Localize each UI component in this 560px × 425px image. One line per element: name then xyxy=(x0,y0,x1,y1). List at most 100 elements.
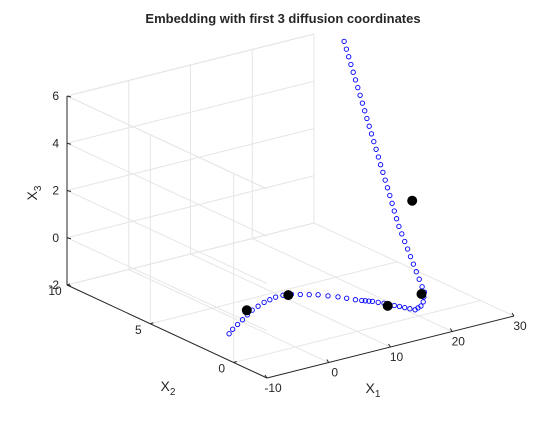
floor-grid-x xyxy=(313,222,515,317)
data-point xyxy=(355,84,361,91)
leftwall-grid-z xyxy=(66,142,268,237)
marker-layer xyxy=(226,38,428,337)
chart-title: Embedding with first 3 diffusion coordin… xyxy=(145,11,420,26)
highlight-point xyxy=(416,289,427,299)
data-point xyxy=(391,208,397,214)
backwall-grid-z xyxy=(66,222,315,286)
data-point xyxy=(357,92,363,98)
y-axis-line xyxy=(66,284,268,379)
y-tick-label: 0 xyxy=(218,362,225,376)
z-tick-label: 4 xyxy=(52,136,59,150)
data-point xyxy=(407,306,413,312)
z-tick-mark xyxy=(66,95,72,98)
data-point xyxy=(402,304,408,311)
y-axis-label: X2 xyxy=(161,378,176,398)
data-point xyxy=(359,297,365,304)
data-point xyxy=(399,231,405,237)
x-tick-mark xyxy=(388,343,391,348)
data-point xyxy=(368,131,375,137)
box-edge xyxy=(66,95,268,190)
data-point xyxy=(371,138,377,145)
data-point xyxy=(230,326,236,332)
y-tick-mark xyxy=(233,361,237,363)
z-axis-label: X3 xyxy=(24,185,44,200)
data-point xyxy=(255,303,261,309)
box-edge xyxy=(66,33,315,97)
data-point xyxy=(297,291,303,298)
backwall-grid-z xyxy=(66,175,315,239)
floor-grid-y xyxy=(233,300,481,363)
data-point xyxy=(375,154,382,160)
data-point xyxy=(346,54,352,60)
data-point xyxy=(410,261,417,267)
y-tick-label: 5 xyxy=(135,323,142,337)
x-tick-mark xyxy=(511,312,515,317)
axis-layer xyxy=(66,95,515,379)
data-point xyxy=(267,297,273,303)
data-point xyxy=(366,123,372,129)
backwall-grid-z xyxy=(66,80,315,144)
y-axis-label-subscript: 2 xyxy=(170,387,176,398)
data-point xyxy=(407,253,414,260)
data-point xyxy=(226,331,232,337)
z-axis-label-main: X xyxy=(24,190,40,200)
data-point xyxy=(377,162,384,168)
data-point xyxy=(420,299,426,305)
data-point xyxy=(364,115,370,122)
data-point xyxy=(393,216,400,222)
data-point xyxy=(343,46,350,52)
data-point xyxy=(359,100,366,106)
data-point xyxy=(373,146,379,152)
data-point xyxy=(352,77,359,83)
data-point xyxy=(416,276,422,282)
data-point xyxy=(413,269,419,275)
floor-grid-x xyxy=(190,253,391,348)
data-point xyxy=(335,294,341,300)
data-point xyxy=(419,284,425,290)
data-point xyxy=(375,299,381,306)
leftwall-grid-z xyxy=(66,237,268,332)
data-point xyxy=(325,293,331,299)
data-point xyxy=(352,297,359,303)
x-tick-mark xyxy=(264,374,268,379)
highlight-point xyxy=(407,195,418,206)
backwall-grid-z xyxy=(66,128,315,191)
data-point xyxy=(350,69,356,75)
z-tick-label: 0 xyxy=(52,231,59,245)
data-point xyxy=(402,238,408,245)
z-tick-mark xyxy=(66,237,72,240)
x-tick-label: -10 xyxy=(264,381,282,395)
y-axis-label-main: X xyxy=(161,378,171,394)
z-tick-label: 6 xyxy=(52,89,59,103)
floor-grid-x xyxy=(128,269,329,363)
floor-grid-y xyxy=(150,261,398,325)
x-axis-label: X1 xyxy=(366,380,381,400)
data-point xyxy=(344,295,350,301)
data-point xyxy=(306,291,312,298)
data-point xyxy=(261,299,267,306)
y-tick-mark xyxy=(150,322,154,325)
data-point xyxy=(387,192,393,199)
z-tick-mark xyxy=(66,284,72,287)
data-point xyxy=(384,185,391,191)
z-tick-label: 2 xyxy=(52,184,59,198)
data-point xyxy=(404,246,411,252)
data-point xyxy=(239,317,246,323)
highlight-point xyxy=(241,305,252,316)
z-tick-label: -2 xyxy=(48,278,59,292)
x-axis-label-main: X xyxy=(366,380,376,396)
data-point xyxy=(348,61,354,68)
z-tick-mark xyxy=(66,190,72,192)
x-axis-label-subscript: 1 xyxy=(375,389,381,400)
x-tick-mark xyxy=(326,359,330,363)
data-point xyxy=(234,321,241,328)
data-point xyxy=(272,294,279,300)
data-point xyxy=(362,298,368,304)
data-point xyxy=(389,200,395,206)
x-tick-label: 20 xyxy=(452,335,466,349)
data-point xyxy=(315,292,321,298)
